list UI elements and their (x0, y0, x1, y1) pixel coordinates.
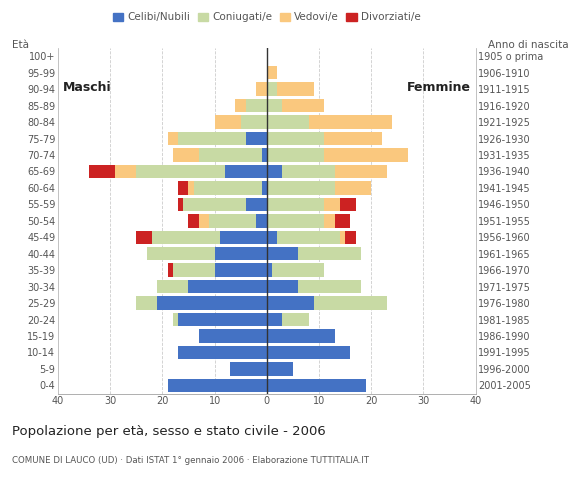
Bar (173, 264, 215, 277)
Bar (157, 296, 267, 310)
Bar (241, 115, 267, 129)
Text: Età: Età (12, 40, 28, 50)
Bar (194, 181, 262, 194)
Legend: Celibi/Nubili, Coniugati/e, Vedovi/e, Divorziati/e: Celibi/Nubili, Coniugati/e, Vedovi/e, Di… (109, 8, 425, 26)
Bar (136, 296, 157, 310)
Text: Popolazione per età, sesso e stato civile - 2006: Popolazione per età, sesso e stato civil… (12, 425, 325, 438)
Bar (173, 313, 178, 326)
Bar (230, 362, 267, 376)
Text: Femmine: Femmine (407, 81, 470, 94)
Bar (267, 66, 277, 79)
Bar (267, 132, 324, 145)
Bar (235, 99, 246, 112)
Bar (267, 329, 335, 343)
Bar (267, 99, 282, 112)
Bar (199, 148, 262, 162)
Bar (335, 214, 350, 228)
Bar (282, 165, 335, 178)
Bar (267, 115, 309, 129)
Bar (267, 264, 272, 277)
Bar (199, 329, 267, 343)
Bar (277, 230, 340, 244)
Bar (246, 198, 267, 211)
Bar (277, 83, 314, 96)
Bar (89, 165, 115, 178)
Bar (147, 247, 215, 261)
Bar (267, 83, 277, 96)
Bar (178, 346, 267, 359)
Bar (246, 99, 267, 112)
Text: Anno di nascita: Anno di nascita (488, 40, 568, 50)
Bar (267, 247, 298, 261)
Bar (345, 230, 356, 244)
Bar (215, 115, 241, 129)
Bar (152, 230, 220, 244)
Bar (267, 148, 324, 162)
Bar (335, 165, 387, 178)
Bar (267, 214, 324, 228)
Bar (188, 214, 199, 228)
Text: Maschi: Maschi (63, 81, 112, 94)
Bar (178, 198, 183, 211)
Bar (340, 230, 345, 244)
Bar (267, 296, 314, 310)
Bar (256, 214, 267, 228)
Bar (267, 165, 282, 178)
Bar (168, 264, 173, 277)
Bar (267, 346, 350, 359)
Bar (324, 198, 340, 211)
Bar (267, 313, 282, 326)
Bar (324, 214, 335, 228)
Bar (246, 132, 267, 145)
Bar (215, 247, 267, 261)
Bar (183, 198, 246, 211)
Bar (209, 214, 256, 228)
Bar (136, 230, 152, 244)
Bar (298, 247, 361, 261)
Bar (267, 181, 335, 194)
Bar (262, 181, 267, 194)
Bar (298, 280, 361, 293)
Bar (157, 280, 188, 293)
Bar (178, 181, 188, 194)
Bar (314, 296, 387, 310)
Bar (335, 181, 371, 194)
Bar (178, 313, 267, 326)
Bar (282, 99, 324, 112)
Bar (178, 132, 246, 145)
Bar (199, 214, 209, 228)
Bar (188, 280, 267, 293)
Bar (168, 132, 178, 145)
Bar (340, 198, 356, 211)
Bar (220, 230, 267, 244)
Bar (267, 280, 298, 293)
Bar (115, 165, 136, 178)
Bar (173, 148, 199, 162)
Bar (309, 115, 392, 129)
Bar (267, 230, 277, 244)
Bar (188, 181, 194, 194)
Bar (324, 132, 382, 145)
Text: COMUNE DI LAUCO (UD) · Dati ISTAT 1° gennaio 2006 · Elaborazione TUTTITALIA.IT: COMUNE DI LAUCO (UD) · Dati ISTAT 1° gen… (12, 456, 369, 465)
Bar (267, 379, 366, 392)
Bar (324, 148, 408, 162)
Bar (272, 264, 324, 277)
Bar (282, 313, 309, 326)
Bar (267, 362, 293, 376)
Bar (215, 264, 267, 277)
Bar (267, 198, 324, 211)
Bar (168, 379, 267, 392)
Bar (225, 165, 267, 178)
Bar (136, 165, 225, 178)
Bar (262, 148, 267, 162)
Bar (256, 83, 267, 96)
